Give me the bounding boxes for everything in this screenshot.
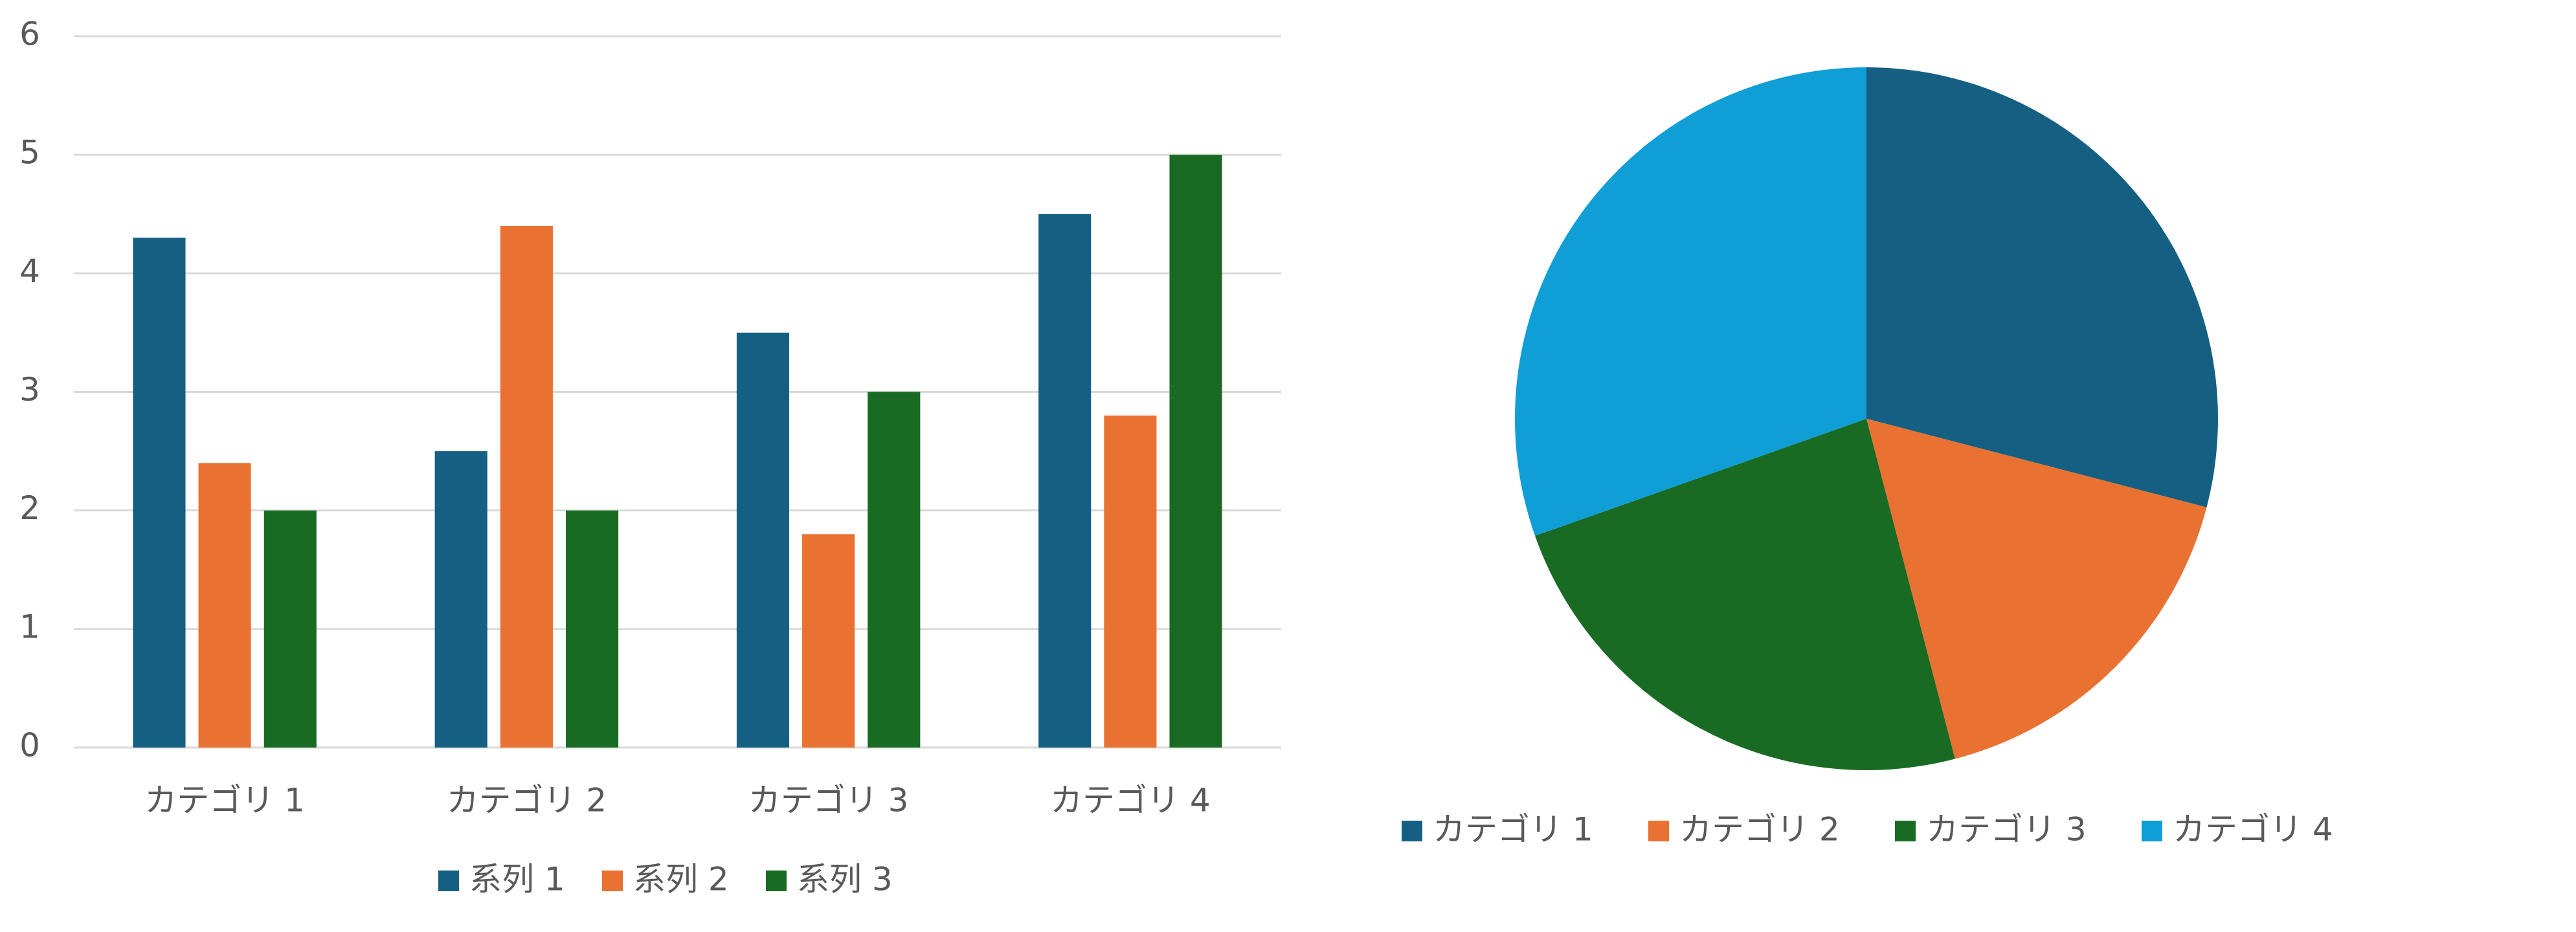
y-tick-label: 3 — [19, 371, 40, 408]
legend-label: 系列 3 — [797, 861, 893, 898]
pie-slice — [1535, 419, 1955, 770]
bar — [434, 451, 487, 748]
legend-label: カテゴリ 4 — [2173, 811, 2333, 849]
legend-swatch — [766, 871, 787, 891]
bar — [1169, 155, 1222, 748]
pie-slice — [1515, 67, 1866, 536]
bar — [802, 534, 855, 748]
legend-swatch — [2142, 821, 2162, 841]
y-tick-label: 0 — [19, 727, 40, 764]
y-tick-label: 4 — [19, 252, 40, 290]
legend-swatch — [602, 871, 623, 891]
bar — [133, 238, 186, 748]
bar — [868, 392, 921, 748]
x-tick-label: カテゴリ 4 — [1050, 782, 1211, 819]
bar — [198, 463, 251, 748]
legend-label: カテゴリ 1 — [1433, 811, 1593, 849]
x-tick-label: カテゴリ 1 — [144, 782, 305, 819]
legend-label: カテゴリ 2 — [1679, 811, 1840, 849]
y-tick-label: 2 — [19, 489, 40, 527]
legend-swatch — [438, 871, 459, 891]
bar — [736, 332, 790, 748]
pie-slice — [1866, 419, 2207, 759]
x-tick-label: カテゴリ 3 — [748, 782, 909, 819]
legend-label: 系列 2 — [633, 861, 729, 898]
y-tick-label: 6 — [19, 16, 40, 53]
bar — [1104, 416, 1157, 748]
y-tick-label: 1 — [19, 608, 40, 645]
x-tick-label: カテゴリ 2 — [447, 782, 607, 819]
bar — [263, 510, 317, 748]
legend-swatch — [1895, 821, 1916, 841]
pie-slice — [1866, 67, 2218, 507]
legend-label: カテゴリ 3 — [1926, 811, 2087, 849]
bar — [565, 510, 619, 748]
y-tick-label: 5 — [19, 134, 40, 172]
legend-swatch — [1402, 821, 1422, 841]
bar — [1038, 214, 1092, 748]
bar — [500, 226, 553, 748]
legend-label: 系列 1 — [469, 861, 565, 898]
legend-swatch — [1648, 821, 1669, 841]
